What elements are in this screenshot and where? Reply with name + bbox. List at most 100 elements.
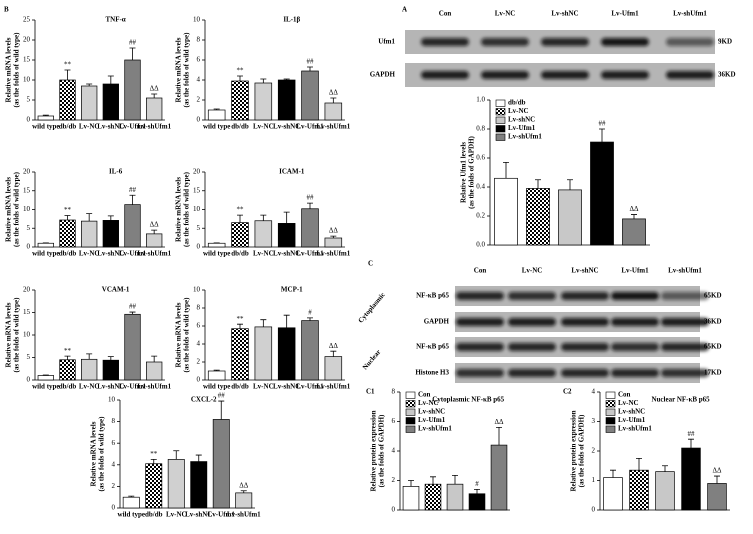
- lane-label: Lv-NC: [522, 267, 543, 275]
- error-bar: [260, 78, 267, 83]
- y-tick-label: 25: [23, 16, 31, 24]
- bar: [494, 177, 518, 246]
- bar: [102, 220, 119, 248]
- blot-band: [661, 369, 709, 377]
- bar: [402, 486, 420, 511]
- y-tick-label: 3: [592, 417, 596, 425]
- lane-label: Lv-shUfm1: [668, 267, 702, 275]
- y-tick-label: 0: [592, 506, 596, 514]
- size-label: 36KD: [718, 71, 736, 79]
- bar: [468, 493, 486, 511]
- x-tick-label: Lv-Ufm1: [119, 123, 147, 131]
- significance-label: #: [308, 309, 312, 317]
- bar: [207, 242, 226, 248]
- legend-swatch: [495, 133, 506, 141]
- legend-swatch: [495, 108, 506, 116]
- bar: [190, 461, 208, 509]
- size-label: 36KD: [704, 318, 722, 326]
- y-axis-label: Relative mRNA levels: [5, 177, 13, 242]
- bar: [446, 483, 464, 511]
- row-label: NF-κB p65: [416, 343, 449, 351]
- legend-label: Lv-Ufm1: [508, 124, 536, 132]
- y-tick-label: 0: [197, 116, 201, 124]
- y-tick-label: 10: [193, 205, 201, 213]
- lane-label: Lv-shNC: [551, 10, 578, 18]
- error-bar: [452, 474, 458, 485]
- bar: [124, 204, 141, 248]
- y-tick-label: 10: [23, 331, 31, 339]
- y-tick-label: 2: [197, 358, 201, 366]
- x-tick-label: Lv-Ufm1: [208, 511, 236, 519]
- legend-label: Lv-Ufm1: [418, 416, 446, 424]
- blot-band: [481, 71, 529, 79]
- bar: [277, 327, 296, 381]
- x-tick-label: wild type: [203, 383, 230, 391]
- bar: [254, 326, 273, 381]
- blot-band: [601, 38, 649, 46]
- error-bar: [330, 97, 337, 103]
- row-label: Ufm1: [378, 38, 395, 46]
- y-axis-label: (as the folds of GAPDH): [578, 414, 586, 487]
- y-tick-label: 20: [23, 36, 31, 44]
- y-axis-label: Relative protein expression: [370, 410, 378, 491]
- y-axis-label: (as the folds of wild type): [183, 32, 191, 108]
- error-bar: [151, 355, 158, 362]
- significance-label: ΔΔ: [712, 467, 722, 475]
- significance-label: **: [150, 450, 158, 458]
- legend-label: Lv-shNC: [418, 408, 445, 416]
- y-tick-label: 8: [197, 36, 201, 44]
- significance-label: ΔΔ: [150, 85, 160, 93]
- x-tick-label: Lv-shNC: [273, 383, 300, 391]
- blot-band: [561, 343, 609, 351]
- error-bar: [283, 78, 290, 80]
- x-tick-label: Lv-shUfm1: [227, 511, 261, 519]
- error-bar: [237, 323, 243, 329]
- bar: [59, 219, 76, 248]
- bar: [37, 242, 54, 248]
- blot-band: [508, 343, 556, 351]
- error-bar: [535, 179, 541, 189]
- x-tick-label: Lv-shUfm1: [316, 250, 350, 258]
- y-tick-label: 0.8: [476, 125, 485, 133]
- y-tick-label: 20: [23, 168, 31, 176]
- significance-label: ##: [129, 303, 137, 311]
- size-label: 65KD: [704, 292, 722, 300]
- error-bar: [599, 128, 605, 143]
- y-tick-label: 1.0: [476, 96, 485, 104]
- legend-swatch: [495, 125, 506, 133]
- y-tick-label: 6: [197, 56, 201, 64]
- legend-swatch: [495, 116, 506, 124]
- x-tick-label: Lv-Ufm1: [296, 250, 324, 258]
- bar: [212, 419, 230, 509]
- group-label: Nuclear: [361, 348, 382, 371]
- y-axis-label: (as the folds of wild type): [13, 32, 21, 108]
- legend-swatch: [605, 408, 616, 416]
- bar: [146, 97, 163, 121]
- chart-title: Nuclear NF-κB p65: [651, 396, 710, 404]
- significance-label: ΔΔ: [329, 227, 339, 235]
- legend-swatch: [405, 417, 416, 425]
- error-bar: [64, 69, 71, 80]
- blot-band: [661, 343, 709, 351]
- y-tick-label: 15: [23, 308, 31, 316]
- y-axis-label: Relative mRNA levels: [90, 421, 98, 486]
- legend-swatch: [495, 99, 506, 107]
- size-label: 65KD: [704, 343, 722, 351]
- significance-label: ##: [129, 186, 137, 194]
- bar: [301, 320, 319, 381]
- x-tick-label: Lv-NC: [79, 123, 100, 131]
- blot-band: [666, 38, 714, 46]
- chart-title: ICAM-1: [279, 168, 305, 176]
- blot-band: [541, 38, 589, 46]
- x-tick-label: Lv-shUfm1: [316, 123, 350, 131]
- error-bar: [307, 202, 313, 209]
- error-bar: [129, 47, 136, 60]
- chart-title: TNF-α: [105, 16, 125, 24]
- significance-label: ##: [307, 194, 315, 202]
- x-tick-label: Lv-shNC: [273, 250, 300, 258]
- error-bar: [64, 355, 71, 360]
- error-bar: [474, 488, 480, 494]
- y-tick-label: 15: [193, 186, 201, 194]
- error-bar: [64, 215, 71, 220]
- chart-title: Cytoplasmic NF-κB p65: [432, 396, 504, 404]
